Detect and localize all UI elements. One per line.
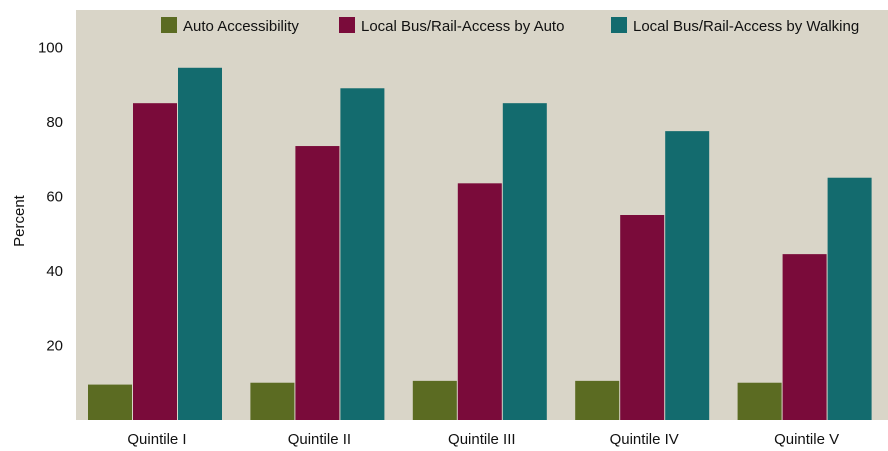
legend: Auto Accessibility Local Bus/Rail-Access … — [161, 17, 859, 35]
bar — [502, 103, 547, 420]
y-tick-label: 40 — [46, 263, 63, 280]
x-tick-label: Quintile V — [774, 431, 839, 448]
legend-item: Auto Accessibility — [161, 17, 299, 35]
bar — [340, 88, 385, 420]
x-tick-label: Quintile II — [288, 431, 351, 448]
bar — [737, 382, 782, 420]
bar — [295, 146, 340, 420]
x-tick-label: Quintile IV — [610, 431, 679, 448]
y-tick-label: 20 — [46, 337, 63, 354]
bar — [178, 67, 222, 420]
legend-label: Auto Accessibility — [183, 18, 299, 35]
bar — [250, 382, 295, 420]
bar — [782, 254, 827, 420]
x-tick-label: Quintile III — [448, 431, 516, 448]
legend-label: Local Bus/Rail-Access by Walking — [633, 18, 859, 35]
y-tick-label: 80 — [46, 114, 63, 131]
bars — [88, 67, 872, 421]
bar — [133, 103, 177, 420]
bar — [457, 183, 502, 420]
x-tick-label: Quintile I — [127, 431, 186, 448]
y-axis: 20 40 60 80 100 — [38, 39, 63, 354]
bar — [88, 384, 132, 420]
legend-swatch — [611, 17, 627, 33]
bar — [620, 215, 665, 420]
y-tick-label: 60 — [46, 188, 63, 205]
bar — [575, 380, 620, 420]
legend-label: Local Bus/Rail-Access by Auto — [361, 18, 564, 35]
bar — [665, 131, 710, 421]
legend-swatch — [339, 17, 355, 33]
legend-item: Local Bus/Rail-Access by Walking — [611, 17, 859, 35]
y-axis-title: Percent — [11, 194, 28, 247]
bar — [827, 177, 872, 420]
y-tick-label: 100 — [38, 39, 63, 56]
bar — [412, 380, 457, 420]
legend-swatch — [161, 17, 177, 33]
legend-item: Local Bus/Rail-Access by Auto — [339, 17, 564, 35]
x-axis: Quintile I Quintile II Quintile III Quintil… — [127, 431, 839, 448]
